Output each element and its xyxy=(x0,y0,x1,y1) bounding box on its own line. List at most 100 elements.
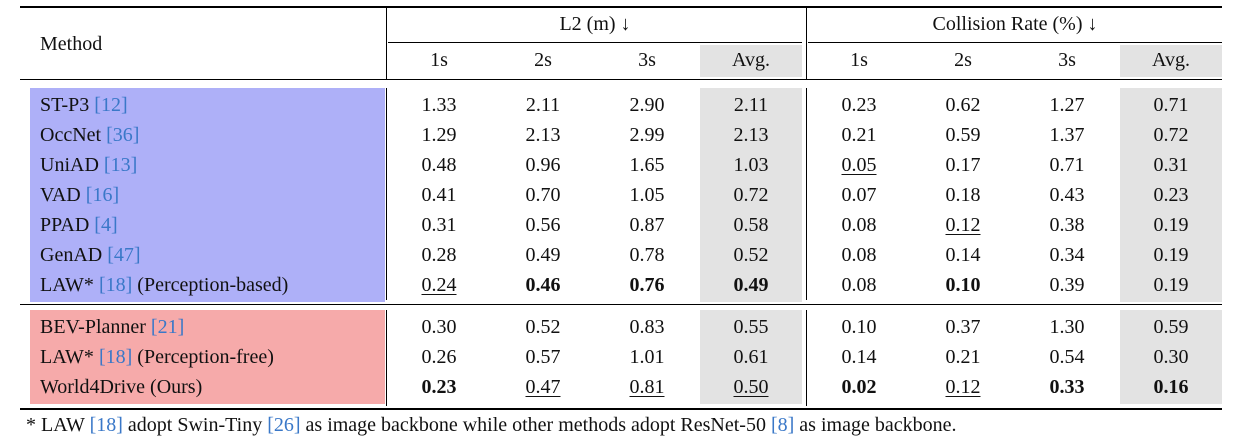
collision-group-header: Collision Rate (%) ↓ xyxy=(932,13,1098,35)
table-cell: 0.41 xyxy=(421,184,457,206)
avg-header-shade xyxy=(1120,45,1222,77)
table-cell: 0.16 xyxy=(1153,376,1189,398)
citation-link[interactable]: 47 xyxy=(113,244,134,266)
subheader-collision-avg: Avg. xyxy=(1152,49,1190,71)
table-cell: 0.52 xyxy=(733,244,769,266)
method-name: GenAD [47] xyxy=(40,244,141,266)
table-cell: 0.31 xyxy=(1153,154,1189,176)
perception-based-avg-shade xyxy=(1120,88,1222,302)
perception-free-avg-shade xyxy=(700,310,802,404)
table-cell: 0.24 xyxy=(421,274,457,296)
table-cell: 0.30 xyxy=(421,316,457,338)
table-cell: 0.02 xyxy=(841,376,877,398)
table-cell: 2.11 xyxy=(733,94,769,116)
citation-link[interactable]: 12 xyxy=(100,94,121,116)
table-cell: 2.11 xyxy=(525,94,561,116)
subheader-l2-3s: 3s xyxy=(638,49,656,71)
table-cell: 0.28 xyxy=(421,244,457,266)
table-cell: 0.26 xyxy=(421,346,457,368)
footnote-cite-resnet[interactable]: [8] xyxy=(770,414,795,436)
table-cell: 0.07 xyxy=(841,184,877,206)
table-cell: 0.54 xyxy=(1049,346,1085,368)
l2-group-header: L2 (m) ↓ xyxy=(559,13,631,35)
table-cell: 0.14 xyxy=(841,346,877,368)
citation-link[interactable]: 4 xyxy=(100,214,111,236)
table-cell: 1.01 xyxy=(629,346,665,368)
subheader-l2-1s: 1s xyxy=(430,49,448,71)
method-name: World4Drive (Ours) xyxy=(40,376,203,398)
table-cell: 0.52 xyxy=(525,316,561,338)
body-vline-1b xyxy=(386,310,387,406)
header-vline-2 xyxy=(806,8,807,79)
table-cell: 0.08 xyxy=(841,274,877,296)
table-cell: 0.39 xyxy=(1049,274,1085,296)
body-vline-1a xyxy=(386,88,387,300)
table-cell: 0.87 xyxy=(629,214,665,236)
table-cell: 2.90 xyxy=(629,94,665,116)
table-cell: 0.71 xyxy=(1049,154,1085,176)
method-name: BEV-Planner [21] xyxy=(40,316,185,338)
table-cell: 0.14 xyxy=(945,244,981,266)
citation-link[interactable]: 18 xyxy=(105,346,126,368)
table-cell: 0.23 xyxy=(421,376,457,398)
table-cell: 0.96 xyxy=(525,154,561,176)
table-cell: 0.57 xyxy=(525,346,561,368)
table-cell: 0.23 xyxy=(841,94,877,116)
collision-group-rule xyxy=(808,42,1222,43)
table-cell: 0.56 xyxy=(525,214,561,236)
l2-group-rule xyxy=(388,42,802,43)
citation-link[interactable]: 21 xyxy=(157,316,178,338)
table-cell: 0.81 xyxy=(629,376,665,398)
table-cell: 0.49 xyxy=(525,244,561,266)
table-cell: 0.43 xyxy=(1049,184,1085,206)
table-cell: 1.65 xyxy=(629,154,665,176)
method-name: LAW* [18] (Perception-based) xyxy=(40,274,289,296)
table-cell: 0.23 xyxy=(1153,184,1189,206)
table-cell: 2.99 xyxy=(629,124,665,146)
table-cell: 1.33 xyxy=(421,94,457,116)
table-cell: 1.37 xyxy=(1049,124,1085,146)
table-cell: 1.05 xyxy=(629,184,665,206)
table-cell: 0.72 xyxy=(1153,124,1189,146)
footnote-cite-swin[interactable]: [26] xyxy=(267,414,301,436)
subheader-l2-avg: Avg. xyxy=(732,49,770,71)
table-cell: 0.83 xyxy=(629,316,665,338)
table-cell: 0.12 xyxy=(945,376,981,398)
table-cell: 1.30 xyxy=(1049,316,1085,338)
citation-link[interactable]: 13 xyxy=(110,154,131,176)
table-cell: 0.30 xyxy=(1153,346,1189,368)
table-cell: 0.70 xyxy=(525,184,561,206)
group-separator-rule xyxy=(20,304,1222,305)
top-rule xyxy=(20,6,1222,8)
table-cell: 0.19 xyxy=(1153,244,1189,266)
table-cell: 0.59 xyxy=(945,124,981,146)
table-cell: 0.78 xyxy=(629,244,665,266)
footnote-cite-law[interactable]: [18] xyxy=(89,414,123,436)
table-cell: 0.50 xyxy=(733,376,769,398)
table-cell: 0.76 xyxy=(629,274,665,296)
citation-link[interactable]: 18 xyxy=(105,274,126,296)
table-cell: 0.21 xyxy=(841,124,877,146)
table-cell: 0.49 xyxy=(733,274,769,296)
table-cell: 0.17 xyxy=(945,154,981,176)
table-cell: 0.34 xyxy=(1049,244,1085,266)
table-cell: 0.72 xyxy=(733,184,769,206)
header-vline-1 xyxy=(386,8,387,79)
table-cell: 0.18 xyxy=(945,184,981,206)
method-name: UniAD [13] xyxy=(40,154,138,176)
table-cell: 0.55 xyxy=(733,316,769,338)
table-cell: 1.03 xyxy=(733,154,769,176)
perception-based-avg-shade xyxy=(700,88,802,302)
method-name: ST-P3 [12] xyxy=(40,94,128,116)
citation-link[interactable]: 36 xyxy=(112,124,133,146)
table-cell: 0.08 xyxy=(841,244,877,266)
table-cell: 0.48 xyxy=(421,154,457,176)
method-header: Method xyxy=(40,33,103,55)
method-name: VAD [16] xyxy=(40,184,120,206)
method-name: PPAD [4] xyxy=(40,214,118,236)
table-cell: 2.13 xyxy=(525,124,561,146)
table-cell: 0.37 xyxy=(945,316,981,338)
avg-header-shade xyxy=(700,45,802,77)
citation-link[interactable]: 16 xyxy=(92,184,113,206)
table-cell: 0.62 xyxy=(945,94,981,116)
